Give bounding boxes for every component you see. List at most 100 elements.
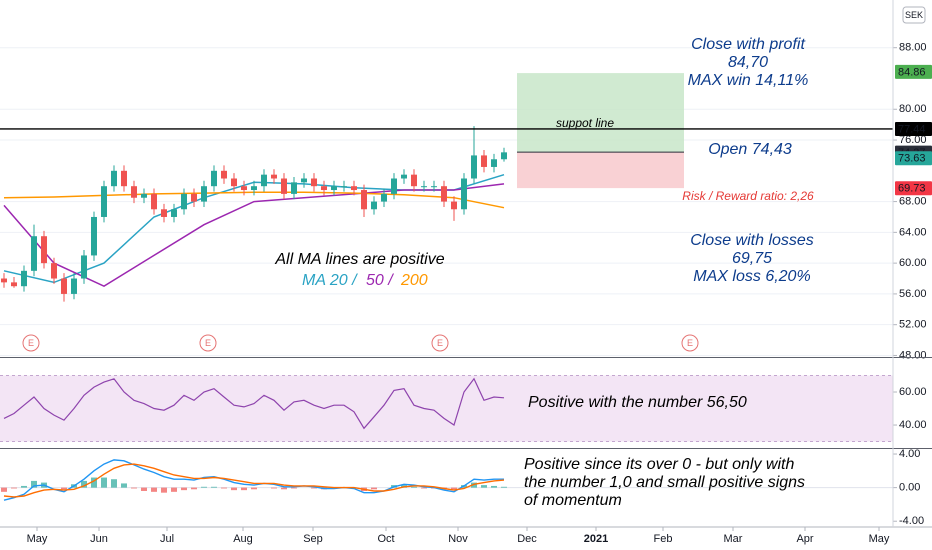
y-tick-label: 52.00: [899, 319, 927, 331]
annotation: Close with losses: [690, 232, 814, 249]
candle-body: [451, 201, 457, 210]
candle-body: [411, 174, 417, 187]
candle-body: [11, 282, 17, 287]
histogram-bar: [81, 480, 87, 488]
histogram-bar: [11, 487, 17, 489]
price-label: 69.73: [898, 183, 926, 195]
y-tick-label: 80.00: [899, 103, 927, 115]
histogram-bar: [111, 479, 117, 488]
price-label: 84.86: [898, 66, 926, 78]
candle-body: [391, 178, 397, 194]
signal-line: [3, 463, 505, 498]
x-tick-label: Dec: [517, 533, 537, 545]
x-tick-label: 2021: [584, 533, 608, 545]
histogram-bar: [151, 487, 157, 492]
x-tick-label: Sep: [303, 533, 323, 545]
candle-body: [321, 186, 327, 191]
x-tick-label: Feb: [654, 533, 673, 545]
candle-body: [241, 186, 247, 191]
candle-body: [71, 278, 77, 294]
candle-body: [91, 216, 97, 256]
candle-body: [161, 209, 167, 217]
y-tick-label: 4.00: [899, 448, 920, 460]
y-tick-label: 60.00: [899, 257, 927, 269]
candle-body: [401, 174, 407, 179]
currency-box: [902, 6, 926, 24]
histogram-bar: [501, 486, 507, 488]
candle-body: [351, 186, 357, 191]
annotation: 200: [400, 272, 428, 289]
candle-body: [331, 186, 337, 191]
candle-body: [281, 178, 287, 194]
currency: SEK: [905, 10, 923, 20]
histogram-bar: [241, 487, 247, 491]
candle-body: [361, 190, 367, 210]
histogram-bar: [191, 487, 197, 490]
histogram-bar: [1, 487, 7, 492]
candle-body: [31, 236, 37, 271]
price-label: 77.44: [898, 123, 926, 135]
candle-body: [171, 209, 177, 217]
histogram-bar: [371, 487, 377, 490]
candle-body: [111, 170, 117, 187]
histogram-bar: [291, 487, 297, 489]
histogram-bar: [251, 487, 257, 490]
x-tick-label: Mar: [724, 533, 743, 545]
candle-body: [461, 178, 467, 210]
annotation: Risk / Reward ratio: 2,26: [682, 189, 814, 203]
y-tick-label: 56.00: [899, 288, 927, 300]
y-tick-label: 60.00: [899, 386, 927, 398]
candle-body: [421, 186, 427, 188]
histogram-bar: [421, 487, 427, 489]
histogram-bar: [471, 482, 477, 488]
earnings-marker: [199, 334, 217, 352]
candle-body: [441, 186, 447, 202]
histogram-bar: [271, 487, 277, 489]
annotation: 50 /: [366, 272, 394, 289]
histogram-bar: [201, 486, 207, 488]
histogram-bar: [491, 485, 497, 488]
x-tick-label: Jun: [90, 533, 108, 545]
candle-body: [121, 170, 127, 187]
annotation: 84,70: [728, 54, 768, 71]
candle-body: [491, 159, 497, 167]
price-label-box: [895, 64, 932, 79]
histogram-bar: [31, 480, 37, 488]
annotation: MA 20 /: [302, 272, 358, 289]
annotation: Close with profit: [691, 36, 805, 53]
candle-body: [231, 178, 237, 187]
price-label-box: [895, 121, 932, 136]
annotation: suppot line: [556, 116, 614, 130]
y-tick-label: 0.00: [899, 482, 920, 494]
y-tick-label: 40.00: [899, 419, 927, 431]
y-tick-label: -4.00: [899, 515, 924, 527]
price-label-box: [895, 181, 932, 196]
annotation: MAX loss 6,20%: [693, 268, 810, 285]
histogram-bar: [101, 477, 107, 488]
annotation: the number 1,0 and small positive signs: [524, 474, 805, 491]
candle-body: [251, 186, 257, 191]
histogram-bar: [451, 487, 457, 490]
candle-body: [271, 174, 277, 179]
profit-zone: [517, 73, 684, 153]
earnings-label: E: [687, 338, 693, 348]
histogram-bar: [481, 485, 487, 488]
earnings-label: E: [205, 338, 211, 348]
candle-body: [1, 278, 7, 283]
candle-body: [81, 255, 87, 279]
x-tick-label: Oct: [377, 533, 394, 545]
candle-body: [471, 155, 477, 179]
histogram-bar: [211, 486, 217, 488]
candle-body: [381, 193, 387, 202]
candle-body: [261, 174, 267, 187]
candle-body: [311, 178, 317, 187]
earnings-marker: [681, 334, 699, 352]
histogram-bar: [231, 487, 237, 491]
candle-body: [191, 193, 197, 202]
moving-average: [3, 183, 505, 288]
histogram-bar: [121, 483, 127, 488]
candle-body: [41, 236, 47, 264]
earnings-marker: [22, 334, 40, 352]
x-tick-label: May: [27, 533, 48, 545]
